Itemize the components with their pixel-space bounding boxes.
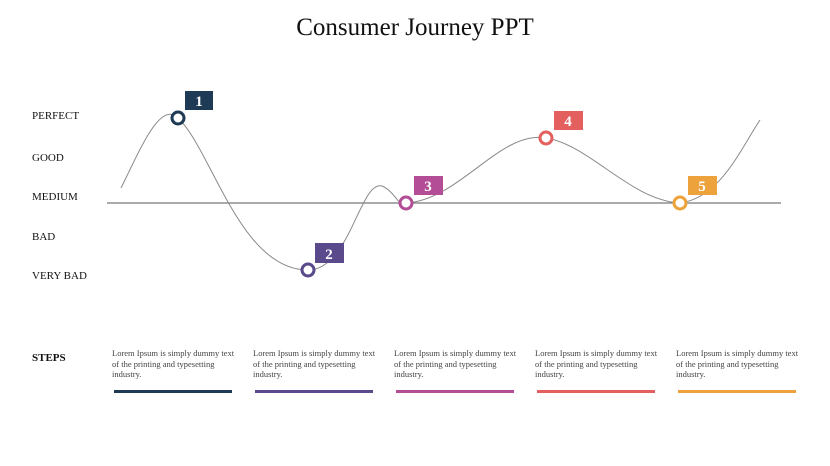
step-2-text: Lorem Ipsum is simply dummy text of the … xyxy=(253,348,376,379)
level-label-perfect: PERFECT xyxy=(32,110,80,122)
level-label-very-bad: VERY BAD xyxy=(32,270,87,282)
level-label-bad: BAD xyxy=(32,231,56,243)
marker-number-1: 1 xyxy=(195,94,203,110)
step-1-bar xyxy=(114,390,232,393)
journey-point-3: 3 xyxy=(398,176,443,211)
marker-number-3: 3 xyxy=(424,179,432,195)
step-3-text: Lorem Ipsum is simply dummy text of the … xyxy=(394,348,517,379)
step-4-text: Lorem Ipsum is simply dummy text of the … xyxy=(535,348,658,379)
marker-number-4: 4 xyxy=(564,114,572,130)
journey-point-5: 5 xyxy=(672,176,717,211)
marker-number-2: 2 xyxy=(325,247,333,263)
step-5-text: Lorem Ipsum is simply dummy text of the … xyxy=(676,348,799,379)
journey-curve xyxy=(120,113,761,271)
journey-point-1: 1 xyxy=(170,91,213,126)
step-5-bar xyxy=(678,390,796,393)
level-label-medium: MEDIUM xyxy=(32,191,78,203)
step-1-text: Lorem Ipsum is simply dummy text of the … xyxy=(112,348,235,379)
slide-title: Consumer Journey PPT xyxy=(296,14,534,41)
level-label-good: GOOD xyxy=(32,152,64,164)
step-2-bar xyxy=(255,390,373,393)
step-3-bar xyxy=(396,390,514,393)
journey-point-4: 4 xyxy=(538,111,583,146)
journey-point-2: 2 xyxy=(300,243,344,278)
step-4-bar xyxy=(537,390,655,393)
steps-label: STEPS xyxy=(32,352,66,364)
marker-number-5: 5 xyxy=(698,179,706,195)
